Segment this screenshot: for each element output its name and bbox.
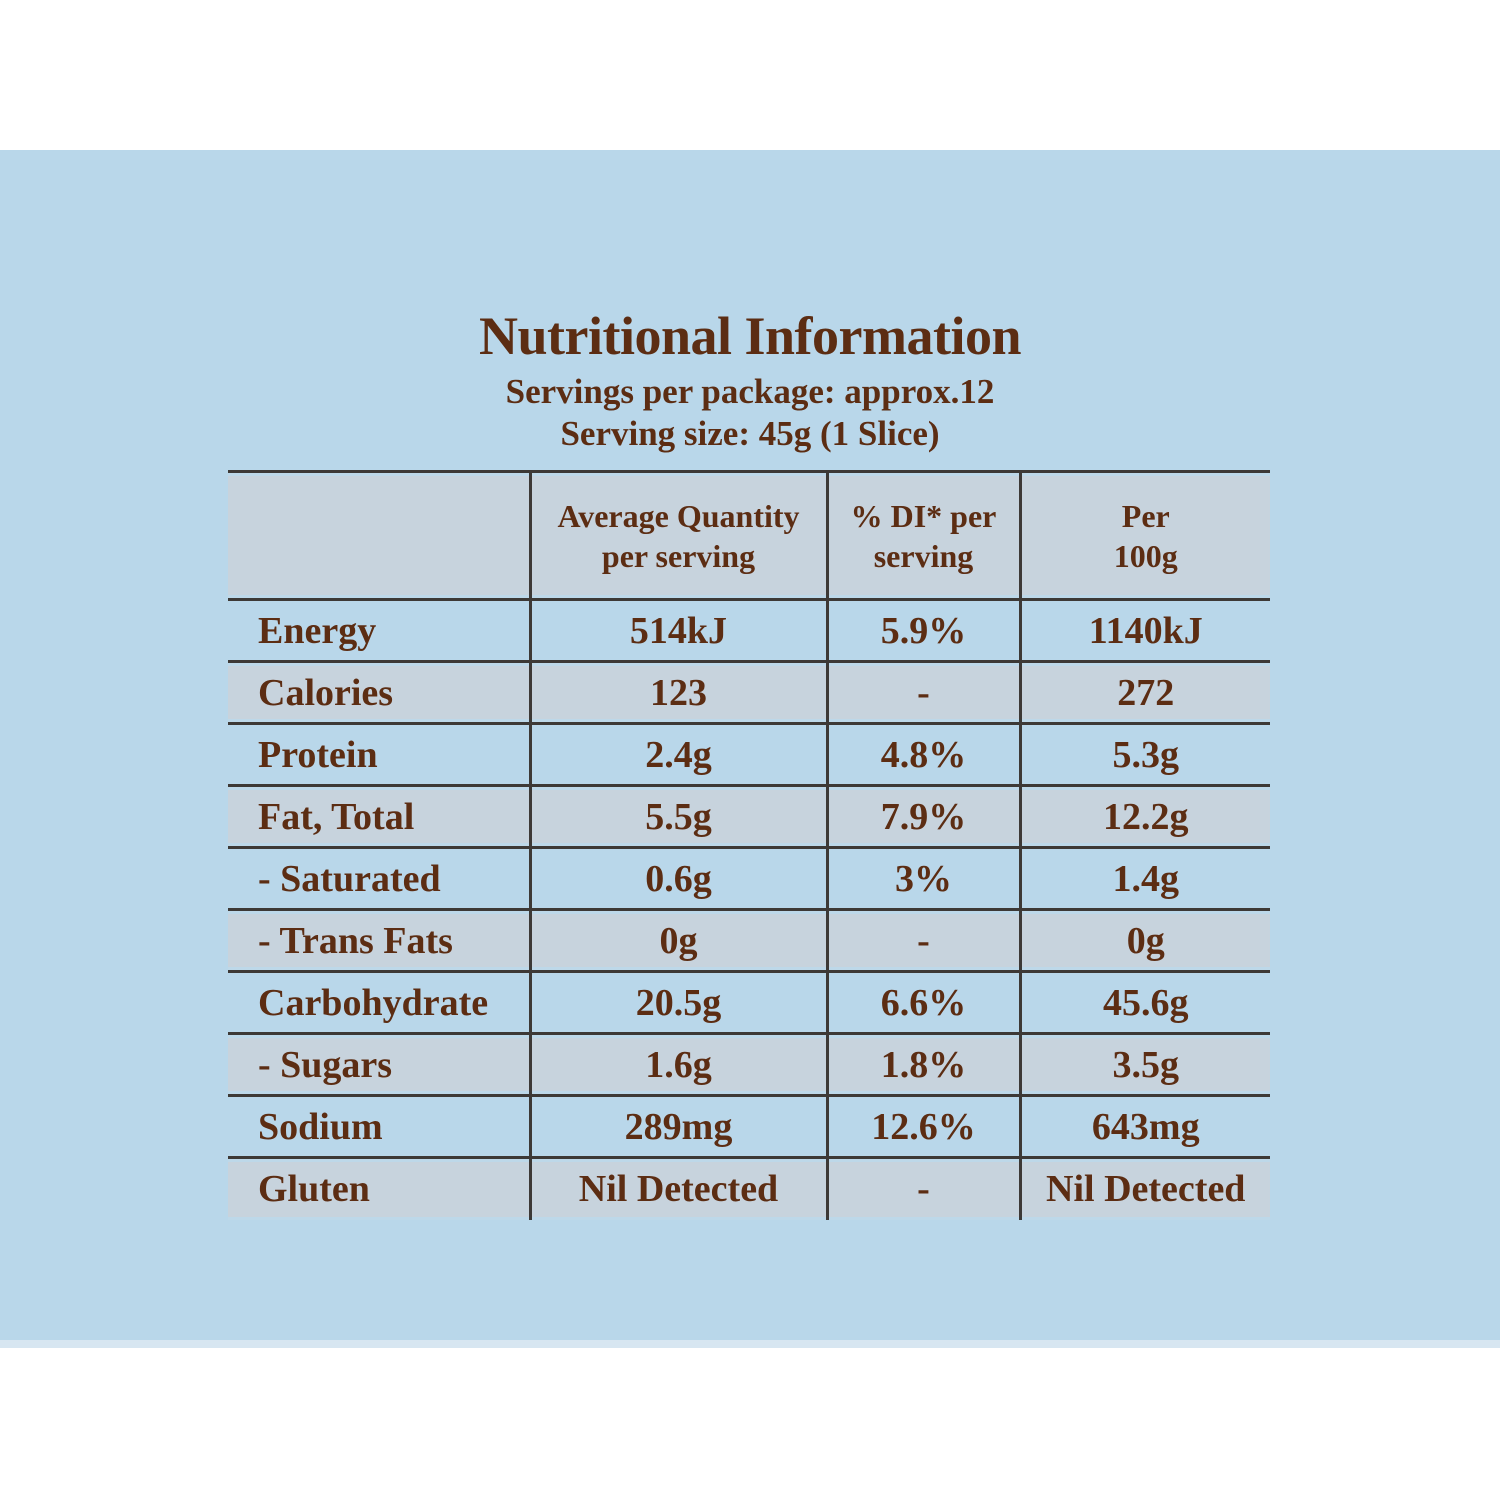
table-row-energy: Energy 514kJ 5.9% 1140kJ [228,599,1270,662]
table-row-calories: Calories 123 - 272 [228,661,1270,724]
value-per-100g: 0g [1018,909,1270,972]
serving-size-line: Serving size: 45g (1 Slice) [560,414,940,454]
value-per-serving: 1.6g [528,1033,827,1096]
nutrition-table: Average Quantity per serving % DI* per s… [228,470,1270,1220]
value-di-per-serving: 12.6% [825,1095,1020,1158]
value-per-serving: 2.4g [528,723,827,786]
value-di-per-serving: 1.8% [825,1033,1020,1096]
value-di-per-serving: 3% [825,847,1020,910]
servings-per-package-line: Servings per package: approx.12 [505,371,995,411]
value-di-per-serving: - [825,909,1020,972]
nutrient-label: Gluten [228,1157,530,1220]
value-per-100g: 12.2g [1018,785,1270,848]
nutrient-label: Carbohydrate [258,981,489,1024]
value-per-100g: Nil Detected [1018,1157,1270,1220]
value-per-100g: 5.3g [1018,723,1270,786]
col-header-nutrient [228,471,530,600]
col-header-per-100g: Per 100g [1018,471,1270,600]
table-body: Energy 514kJ 5.9% 1140kJ Calories 123 - … [228,599,1270,1220]
nutrient-label: Fat, Total [228,785,530,848]
table-row-fat-total: Fat, Total 5.5g 7.9% 12.2g [228,785,1270,848]
col-header-avg-quantity: Average Quantity per serving [528,471,827,600]
nutrition-label-panel: Nutritional Information Servings per pac… [0,150,1500,1348]
value-per-serving: 0g [528,909,827,972]
nutrient-label: Energy [258,609,377,652]
nutrient-label: - Sugars [228,1033,530,1096]
value-per-serving: 5.5g [528,785,827,848]
table-row-sugars: - Sugars 1.6g 1.8% 3.5g [228,1033,1270,1096]
value-di-per-serving: - [825,1157,1020,1220]
nutrient-label: - Trans Fats [228,909,530,972]
value-di-per-serving: 6.6% [825,971,1020,1034]
value-di-per-serving: 4.8% [825,723,1020,786]
value-per-100g: 45.6g [1018,971,1270,1034]
value-per-100g: 3.5g [1018,1033,1270,1096]
col-header-di-per-serving: % DI* per serving [825,471,1020,600]
table-header-row: Average Quantity per serving % DI* per s… [228,471,1270,600]
table-header: Average Quantity per serving % DI* per s… [228,471,1270,600]
bottom-edge-strip [0,1340,1500,1348]
nutrient-label: - Saturated [258,857,441,900]
table-row-protein: Protein 2.4g 4.8% 5.3g [228,723,1270,786]
table-row-trans-fats: - Trans Fats 0g - 0g [228,909,1270,972]
nutrient-label: Protein [258,733,378,776]
value-per-100g: 643mg [1018,1095,1270,1158]
value-per-serving: 514kJ [528,599,827,662]
nutrient-label: Sodium [258,1105,383,1148]
value-di-per-serving: 5.9% [825,599,1020,662]
page-title: Nutritional Information [479,306,1022,366]
value-per-100g: 272 [1018,661,1270,724]
value-per-100g: 1.4g [1018,847,1270,910]
value-di-per-serving: - [825,661,1020,724]
value-per-serving: 0.6g [528,847,827,910]
table-row-gluten: Gluten Nil Detected - Nil Detected [228,1157,1270,1220]
value-per-serving: 123 [528,661,827,724]
table-row-sodium: Sodium 289mg 12.6% 643mg [228,1095,1270,1158]
table-row-saturated: - Saturated 0.6g 3% 1.4g [228,847,1270,910]
value-per-serving: Nil Detected [528,1157,827,1220]
nutrient-label: Calories [228,661,530,724]
value-per-100g: 1140kJ [1018,599,1270,662]
value-per-serving: 289mg [528,1095,827,1158]
value-per-serving: 20.5g [528,971,827,1034]
table-row-carbohydrate: Carbohydrate 20.5g 6.6% 45.6g [228,971,1270,1034]
value-di-per-serving: 7.9% [825,785,1020,848]
